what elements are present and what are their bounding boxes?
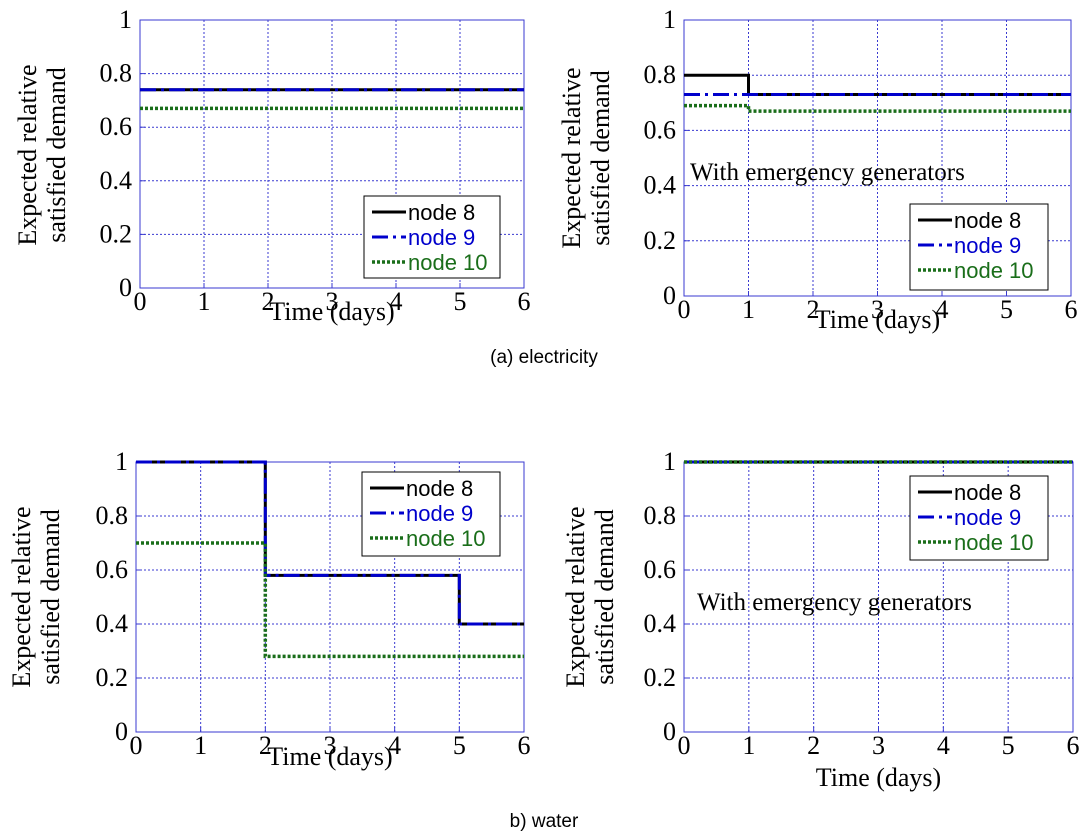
legend-label: node 10 — [954, 258, 1034, 283]
y-tick-label: 0.8 — [100, 59, 133, 88]
y-axis-label-line2: satisfied demand — [586, 70, 615, 245]
x-tick-label: 2 — [259, 731, 272, 760]
y-tick-label: 1 — [663, 447, 676, 476]
y-tick-label: 1 — [115, 447, 128, 476]
y-axis-label-line2: satisfied demand — [590, 509, 619, 684]
x-tick-label: 2 — [262, 287, 275, 316]
x-tick-label: 1 — [742, 731, 755, 760]
x-tick-label: 6 — [518, 287, 531, 316]
x-axis-label: Time (days) — [816, 763, 941, 792]
x-tick-label: 4 — [937, 731, 950, 760]
legend-label: node 8 — [954, 480, 1021, 505]
y-tick-label: 0.8 — [644, 501, 677, 530]
x-tick-label: 3 — [326, 287, 339, 316]
y-axis-label-line1: Expected relative — [561, 506, 590, 687]
y-tick-label: 0.4 — [644, 171, 677, 200]
x-axis-label: Time (days) — [267, 742, 392, 771]
y-tick-label: 0.4 — [96, 609, 129, 638]
x-tick-label: 6 — [518, 731, 531, 760]
legend-label: node 9 — [408, 225, 475, 250]
y-tick-label: 0 — [115, 717, 128, 746]
y-tick-label: 0.2 — [96, 663, 129, 692]
legend-label: node 9 — [954, 233, 1021, 258]
chart-water-right: 0 1 2 3 4 5 6 0 0.2 0.4 0.6 0.8 1 Time (days) Expected… — [561, 447, 1080, 792]
x-tick-label: 2 — [807, 731, 820, 760]
legend-label: node 10 — [406, 526, 486, 551]
x-tick-label: 0 — [678, 295, 691, 324]
x-tick-label: 4 — [936, 295, 949, 324]
legend-label: node 9 — [406, 501, 473, 526]
annotation-text: With emergency generators — [690, 159, 965, 186]
legend-label: node 8 — [408, 200, 475, 225]
legend-label: node 9 — [954, 505, 1021, 530]
y-tick-label: 0.6 — [96, 555, 129, 584]
x-tick-label: 3 — [872, 731, 885, 760]
legend-box — [909, 203, 1049, 291]
y-axis-label-line2: satisfied demand — [36, 509, 65, 684]
y-tick-label: 0.4 — [100, 166, 133, 195]
y-axis-label-line1: Expected relative — [557, 67, 586, 248]
chart-water-left: 0 1 2 3 4 5 6 0 0.2 0.4 0.6 0.8 1 Time (days) Expected… — [7, 447, 531, 771]
series-line-node-9 — [136, 460, 524, 626]
x-tick-label: 0 — [678, 731, 691, 760]
y-axis-label-line2: satisfied demand — [42, 67, 71, 242]
legend-label: node 10 — [408, 250, 488, 275]
y-tick-label: 1 — [119, 5, 132, 34]
x-tick-label: 0 — [134, 287, 147, 316]
y-tick-label: 0.2 — [644, 663, 677, 692]
y-tick-label: 0.4 — [644, 609, 677, 638]
y-tick-label: 0.8 — [96, 501, 129, 530]
y-tick-label: 0.8 — [644, 60, 677, 89]
x-tick-label: 1 — [198, 287, 211, 316]
y-tick-label: 0 — [119, 273, 132, 302]
x-tick-label: 0 — [130, 731, 143, 760]
x-axis-label: Time (days) — [815, 305, 940, 334]
x-tick-label: 2 — [807, 295, 820, 324]
caption-electricity: (a) electricity — [490, 347, 598, 368]
x-tick-label: 5 — [1002, 731, 1015, 760]
y-tick-label: 0 — [663, 281, 676, 310]
caption-water: b) water — [510, 811, 579, 831]
y-tick-label: 0.6 — [100, 112, 133, 141]
x-tick-label: 5 — [454, 287, 467, 316]
series-line-node-10 — [136, 541, 524, 659]
y-tick-label: 0 — [663, 717, 676, 746]
x-tick-label: 3 — [324, 731, 337, 760]
y-tick-label: 0.6 — [644, 555, 677, 584]
annotation-text: With emergency generators — [697, 589, 972, 616]
x-axis-label: Time (days) — [269, 297, 394, 326]
x-tick-label: 1 — [742, 295, 755, 324]
y-tick-label: 0.2 — [100, 219, 133, 248]
x-tick-label: 5 — [1000, 295, 1013, 324]
x-tick-label: 3 — [871, 295, 884, 324]
x-tick-label: 5 — [453, 731, 466, 760]
x-tick-label: 4 — [390, 287, 403, 316]
x-tick-label: 1 — [194, 731, 207, 760]
legend-label: node 10 — [954, 530, 1034, 555]
x-tick-label: 6 — [1067, 731, 1080, 760]
chart-electricity-left: 0 1 2 3 4 5 6 0 0.2 0.4 0.6 0.8 1 Time (days) Expected… — [13, 5, 531, 326]
y-tick-label: 1 — [663, 5, 676, 34]
series-line-node-10 — [684, 103, 1071, 113]
legend-label: node 8 — [406, 476, 473, 501]
x-tick-label: 4 — [388, 731, 401, 760]
y-tick-label: 0.6 — [644, 115, 677, 144]
y-axis-label-line1: Expected relative — [7, 506, 36, 687]
chart-electricity-right: 0 1 2 3 4 5 6 0 0.2 0.4 0.6 0.8 1 Time (days) Expected… — [557, 5, 1078, 334]
y-tick-label: 0.2 — [644, 226, 677, 255]
x-tick-label: 6 — [1065, 295, 1078, 324]
y-axis-label-line1: Expected relative — [13, 64, 42, 245]
legend-label: node 8 — [954, 208, 1021, 233]
